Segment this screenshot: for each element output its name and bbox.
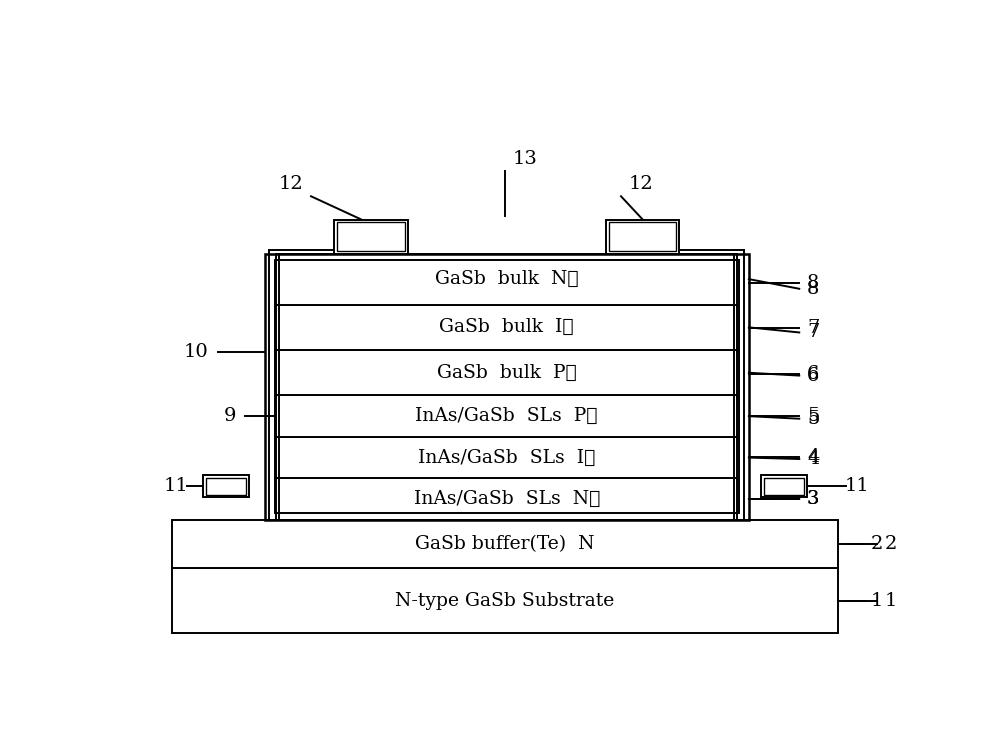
Text: 12: 12 xyxy=(629,175,654,193)
Bar xyxy=(761,475,807,497)
Text: 12: 12 xyxy=(278,175,303,193)
Text: GaSb  bulk  N区: GaSb bulk N区 xyxy=(435,270,578,288)
Text: 9: 9 xyxy=(223,408,236,425)
Text: 13: 13 xyxy=(512,150,537,168)
Text: 11: 11 xyxy=(844,478,869,495)
Bar xyxy=(275,260,739,513)
Text: 6: 6 xyxy=(807,366,819,385)
Text: 1: 1 xyxy=(885,592,897,610)
Bar xyxy=(276,254,737,304)
Bar xyxy=(609,222,676,251)
Text: GaSb  bulk  P区: GaSb bulk P区 xyxy=(437,364,577,382)
Bar xyxy=(337,222,405,251)
Bar xyxy=(276,304,737,350)
Bar xyxy=(764,478,804,495)
Bar xyxy=(172,520,838,568)
Bar xyxy=(264,254,749,520)
Bar xyxy=(276,350,737,396)
Text: 7: 7 xyxy=(807,319,819,338)
Text: InAs/GaSb  SLs  I区: InAs/GaSb SLs I区 xyxy=(418,449,595,467)
Text: 4: 4 xyxy=(807,450,819,468)
Text: 8: 8 xyxy=(807,274,819,292)
Text: 7: 7 xyxy=(807,324,819,341)
Bar xyxy=(202,475,249,497)
Bar xyxy=(276,437,737,478)
Text: InAs/GaSb  SLs  N区: InAs/GaSb SLs N区 xyxy=(414,490,600,508)
Text: GaSb  bulk  I区: GaSb bulk I区 xyxy=(439,318,574,336)
Text: 11: 11 xyxy=(164,478,188,495)
Text: GaSb buffer(Te)  N: GaSb buffer(Te) N xyxy=(415,535,594,553)
Bar xyxy=(334,220,408,254)
Bar xyxy=(206,478,246,495)
Text: N-type GaSb Substrate: N-type GaSb Substrate xyxy=(395,592,614,609)
Text: 5: 5 xyxy=(807,408,819,425)
Text: 3: 3 xyxy=(807,489,820,508)
Bar xyxy=(172,568,838,633)
Text: 1: 1 xyxy=(871,592,883,609)
Text: 4: 4 xyxy=(807,448,819,467)
Text: 5: 5 xyxy=(807,410,819,427)
Text: InAs/GaSb  SLs  P区: InAs/GaSb SLs P区 xyxy=(415,407,598,425)
Bar xyxy=(276,478,737,520)
Bar xyxy=(606,220,679,254)
Text: 6: 6 xyxy=(807,365,819,383)
Text: 2: 2 xyxy=(885,535,897,553)
Bar xyxy=(276,396,737,437)
Text: 2: 2 xyxy=(871,535,883,553)
Text: 8: 8 xyxy=(807,280,819,298)
Text: 10: 10 xyxy=(184,343,209,361)
Text: 3: 3 xyxy=(807,489,820,508)
